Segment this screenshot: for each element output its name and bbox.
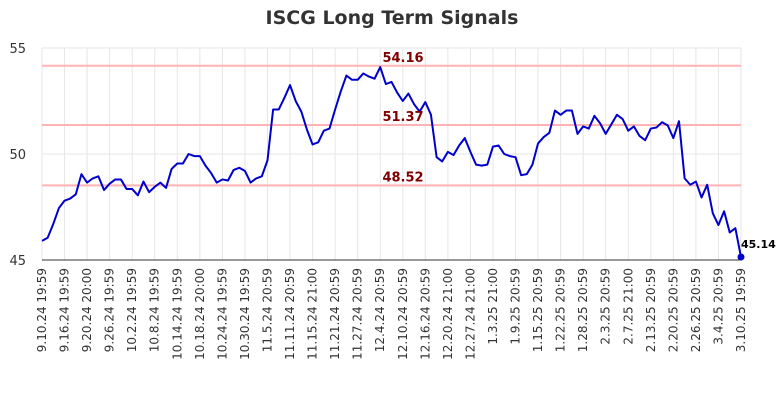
x-tick-label: 2.3.25 20:59 (599, 268, 613, 345)
y-tick-label: 45 (9, 254, 26, 269)
x-tick-label: 11.21.24 20:59 (328, 268, 342, 360)
x-tick-label: 2.26.25 20:59 (689, 268, 703, 352)
x-tick-label: 1.15.25 20:59 (531, 268, 545, 352)
last-value-label: 45.14 (741, 238, 776, 251)
last-value-marker (737, 253, 745, 261)
x-tick-label: 12.16.24 20:59 (418, 268, 432, 360)
y-tick-label: 50 (9, 148, 26, 163)
signal-level-label: 51.37 (382, 110, 423, 125)
x-tick-label: 9.20.24 20:00 (80, 268, 94, 352)
x-tick-label: 12.27.24 21:00 (463, 268, 477, 360)
x-tick-label: 1.3.25 21:00 (486, 268, 500, 345)
x-tick-label: 10.18.24 20:00 (193, 268, 207, 360)
x-tick-label: 10.30.24 19:59 (238, 268, 252, 360)
x-tick-label: 10.24.24 19:59 (215, 268, 229, 360)
x-tick-label: 9.10.24 19:59 (35, 268, 49, 352)
grid (41, 47, 742, 260)
x-tick-label: 11.15.24 21:00 (306, 268, 320, 360)
x-tick-label: 10.2.24 19:59 (125, 268, 139, 352)
x-tick-label: 3.4.25 20:59 (711, 268, 725, 345)
x-tick-label: 10.14.24 19:59 (170, 268, 184, 360)
x-tick-label: 12.4.24 20:59 (373, 268, 387, 352)
x-tick-label: 11.5.24 20:59 (260, 268, 274, 352)
x-tick-label: 12.10.24 20:59 (396, 268, 410, 360)
signal-level-label: 54.16 (382, 51, 423, 66)
x-tick-label: 2.20.25 20:59 (666, 268, 680, 352)
axes: 45 50 55 9.10.24 19:59 9.16.24 19:59 9.20.24 … (9, 42, 748, 360)
x-tick-label: 10.8.24 19:59 (148, 268, 162, 352)
y-tick-label: 55 (9, 42, 26, 57)
chart-title: ISCG Long Term Signals (265, 7, 519, 29)
signal-level-label: 48.52 (382, 170, 423, 185)
x-tick-label: 1.22.25 20:59 (554, 268, 568, 352)
x-tick-label: 9.26.24 19:59 (103, 268, 117, 352)
x-tick-label: 2.13.25 20:59 (644, 268, 658, 352)
x-tick-label: 2.7.25 21:00 (621, 268, 635, 345)
x-tick-label: 1.28.25 20:59 (576, 268, 590, 352)
data-labels: 54.16 51.37 48.52 45.14 (382, 51, 776, 251)
price-line (41, 66, 742, 258)
x-tick-label: 12.20.24 21:00 (441, 268, 455, 360)
x-tick-label: 3.10.25 19:59 (734, 268, 748, 352)
x-tick-label: 11.27.24 20:59 (351, 268, 365, 360)
price-series (41, 66, 745, 261)
x-tick-label: 1.9.25 20:59 (509, 268, 523, 345)
x-tick-label: 9.16.24 19:59 (58, 268, 72, 352)
x-tick-label: 11.11.24 20:59 (283, 268, 297, 360)
